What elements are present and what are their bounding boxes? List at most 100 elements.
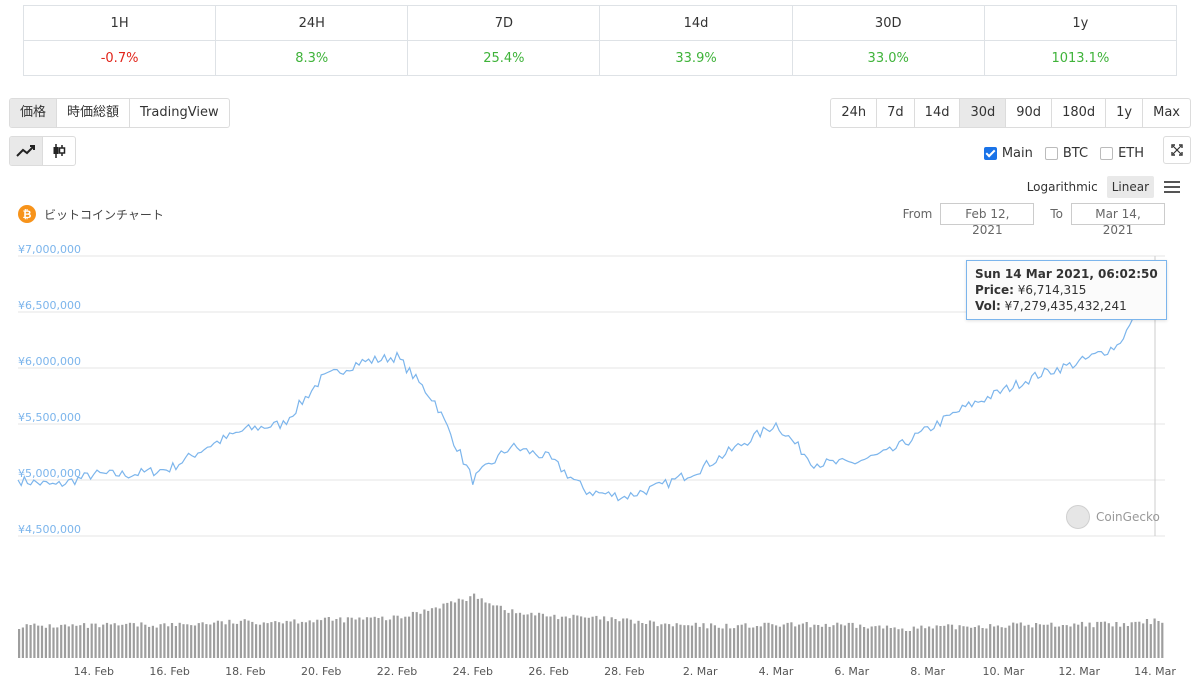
- volume-bar: [755, 626, 759, 658]
- volume-bar: [522, 614, 525, 658]
- volume-bar: [1122, 623, 1126, 658]
- volume-bar: [102, 624, 105, 658]
- volume-bar: [595, 615, 598, 658]
- volume-bar: [105, 622, 109, 658]
- toggle-btc[interactable]: BTC: [1044, 146, 1088, 161]
- tab-price[interactable]: 価格: [10, 99, 58, 127]
- scale-linear[interactable]: Linear: [1106, 176, 1154, 198]
- volume-bar: [385, 620, 388, 658]
- volume-bar: [939, 626, 942, 658]
- period-max-button[interactable]: Max: [1153, 105, 1180, 120]
- eth-checkbox[interactable]: [1100, 147, 1114, 160]
- hamburger-menu-icon[interactable]: [1164, 178, 1180, 196]
- tab-market-cap[interactable]: 時価総額: [57, 99, 131, 127]
- volume-bar: [511, 609, 514, 658]
- period-30d-button[interactable]: 30d: [960, 99, 1007, 127]
- volume-bar: [25, 624, 28, 658]
- main-checkbox[interactable]: [983, 147, 997, 160]
- volume-bar: [660, 624, 663, 658]
- x-tick-label: 14. Mar: [1134, 665, 1176, 678]
- chart-style-toggle: [9, 136, 76, 166]
- expand-icon[interactable]: [1163, 136, 1191, 164]
- volume-bar: [281, 623, 284, 658]
- volume-bar: [495, 605, 499, 658]
- volume-bar: [641, 623, 644, 658]
- tab-tradingview[interactable]: TradingView: [140, 105, 219, 120]
- volume-bar: [610, 617, 613, 658]
- volume-bar: [507, 612, 510, 658]
- volume-bar: [1126, 626, 1129, 658]
- volume-bar: [897, 629, 900, 658]
- candlestick-icon[interactable]: [42, 137, 75, 165]
- to-date-input[interactable]: Mar 14, 2021: [1071, 203, 1165, 237]
- volume-bar: [90, 623, 93, 658]
- volume-bar: [255, 624, 258, 658]
- toggle-main[interactable]: Main: [983, 146, 1033, 161]
- volume-bar: [1027, 624, 1030, 658]
- volume-bar: [1000, 627, 1003, 658]
- line-chart-icon[interactable]: [10, 137, 42, 165]
- period-24h-button[interactable]: 24h: [831, 99, 878, 127]
- volume-bar: [1100, 621, 1103, 658]
- volume-bar: [668, 624, 671, 658]
- volume-bar: [633, 623, 636, 658]
- volume-bar: [201, 622, 204, 658]
- volume-bar: [170, 623, 174, 658]
- volume-bar: [232, 623, 235, 658]
- volume-bar: [801, 623, 804, 658]
- volume-bar: [258, 624, 262, 658]
- volume-bar: [423, 609, 426, 658]
- btc-checkbox[interactable]: [1044, 147, 1058, 160]
- volume-bar: [572, 614, 575, 658]
- volume-bar: [710, 623, 713, 658]
- volume-bar: [331, 620, 334, 658]
- period-1y-button[interactable]: 1y: [1106, 99, 1144, 127]
- volume-bar: [859, 624, 862, 658]
- volume-bar: [606, 621, 609, 658]
- volume-bar: [457, 598, 460, 658]
- price-chart[interactable]: ¥4,500,000 ¥5,000,000 ¥5,500,000 ¥6,000,000…: [0, 240, 1200, 683]
- volume-bar: [798, 624, 801, 658]
- volume-bar: [721, 628, 724, 658]
- volume-bar: [736, 625, 739, 658]
- volume-bar: [870, 626, 873, 658]
- volume-bar: [618, 621, 621, 658]
- volume-bar: [411, 611, 414, 658]
- period-180d-button[interactable]: 180d: [1052, 99, 1107, 127]
- volume-bar: [920, 625, 923, 658]
- chart-title-text: ビットコインチャート: [44, 207, 164, 222]
- volume-bar: [499, 605, 502, 658]
- y-tick-label: ¥5,000,000: [18, 467, 81, 480]
- volume-bar: [1042, 624, 1045, 658]
- volume-bar: [503, 610, 506, 658]
- volume-bar: [591, 616, 594, 658]
- volume-bar: [809, 627, 812, 658]
- volume-bar: [400, 618, 403, 658]
- volume-bar: [63, 624, 67, 658]
- volume-bar: [270, 622, 273, 658]
- volume-bar: [820, 626, 824, 658]
- period-14d-button[interactable]: 14d: [915, 99, 961, 127]
- volume-bar: [205, 624, 208, 658]
- volume-bar: [33, 623, 36, 658]
- volume-bar: [56, 627, 59, 658]
- volume-bar: [767, 622, 770, 658]
- period-90d-button[interactable]: 90d: [1006, 99, 1053, 127]
- volume-bar: [450, 601, 453, 658]
- volume-bar: [794, 626, 797, 658]
- volume-bar: [541, 613, 544, 658]
- y-tick-label: ¥5,500,000: [18, 411, 81, 424]
- perf-header-7d: 7D: [407, 5, 601, 41]
- volume-bar: [373, 616, 376, 658]
- volume-bar: [713, 625, 716, 658]
- volume-bar: [1050, 622, 1053, 658]
- scale-logarithmic[interactable]: Logarithmic: [1026, 180, 1098, 194]
- perf-header-24h: 24H: [215, 5, 409, 41]
- volume-bar: [377, 618, 380, 658]
- period-7d-button[interactable]: 7d: [877, 99, 915, 127]
- volume-bar: [943, 625, 946, 658]
- volume-bar: [778, 626, 781, 658]
- from-date-input[interactable]: Feb 12, 2021: [940, 203, 1035, 237]
- toggle-eth[interactable]: ETH: [1100, 146, 1144, 161]
- volume-bar: [1107, 623, 1110, 658]
